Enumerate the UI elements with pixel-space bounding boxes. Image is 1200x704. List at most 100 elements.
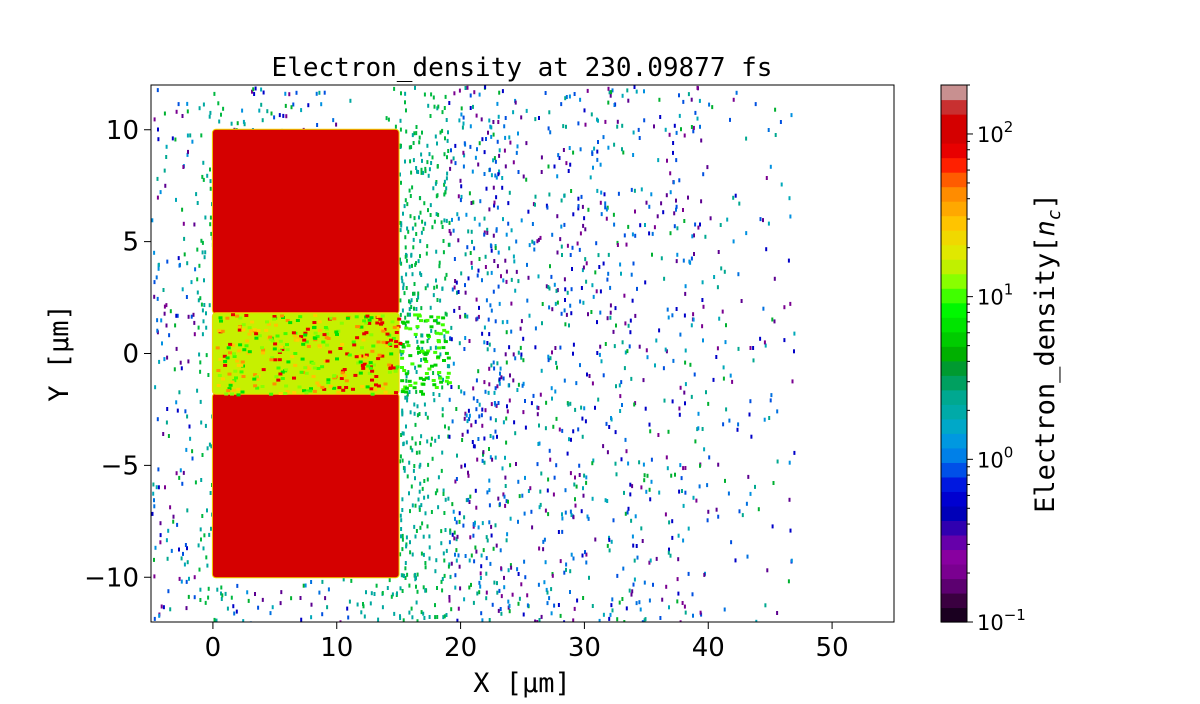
density-speckle xyxy=(650,479,653,484)
density-speckle xyxy=(584,227,587,232)
density-speckle xyxy=(505,269,508,274)
density-speckle xyxy=(434,615,437,620)
density-speckle xyxy=(634,514,637,519)
density-speckle xyxy=(201,514,204,518)
density-speckle xyxy=(201,240,204,245)
density-speckle xyxy=(604,205,607,210)
density-speckle xyxy=(515,239,518,244)
density-speckle xyxy=(738,509,741,514)
density-speckle xyxy=(503,494,506,499)
density-speckle xyxy=(156,328,159,333)
density-speckle xyxy=(548,596,551,601)
density-speckle xyxy=(473,522,476,527)
density-speckle xyxy=(209,179,212,184)
density-speckle xyxy=(415,450,418,455)
density-speckle xyxy=(589,175,592,180)
density-speckle xyxy=(550,274,553,279)
channel-texture xyxy=(356,325,361,329)
density-speckle xyxy=(628,588,631,593)
channel-texture xyxy=(366,364,371,368)
density-speckle xyxy=(522,410,525,415)
density-speckle xyxy=(186,261,189,266)
density-speckle xyxy=(472,200,475,205)
density-speckle xyxy=(209,186,212,191)
density-speckle xyxy=(429,442,432,447)
density-speckle xyxy=(318,90,321,95)
channel-texture xyxy=(277,358,282,362)
density-speckle xyxy=(648,598,651,603)
density-speckle xyxy=(596,149,599,154)
density-speckle xyxy=(694,222,697,227)
density-speckle xyxy=(433,285,436,290)
density-speckle xyxy=(552,424,555,429)
density-speckle xyxy=(602,373,605,378)
density-speckle xyxy=(729,117,731,122)
density-speckle xyxy=(321,612,324,617)
density-speckle xyxy=(544,91,547,95)
density-speckle xyxy=(597,253,600,258)
density-speckle xyxy=(492,360,495,365)
density-speckle xyxy=(167,589,170,594)
channel-texture xyxy=(328,350,333,354)
density-speckle xyxy=(487,390,490,395)
density-speckle xyxy=(411,263,413,268)
density-speckle xyxy=(165,323,168,328)
density-speckle xyxy=(790,113,793,118)
channel-texture xyxy=(313,336,318,340)
density-speckle xyxy=(494,402,497,407)
density-speckle xyxy=(520,355,523,360)
density-speckle xyxy=(658,490,661,495)
density-speckle xyxy=(684,291,687,296)
density-speckle xyxy=(573,606,576,611)
density-speckle xyxy=(413,131,416,136)
density-speckle xyxy=(684,401,686,406)
density-speckle xyxy=(468,558,471,563)
density-speckle xyxy=(415,600,418,605)
channel-texture xyxy=(436,355,441,359)
density-speckle xyxy=(444,311,447,316)
density-speckle xyxy=(702,172,705,177)
channel-texture xyxy=(247,332,252,336)
density-speckle xyxy=(481,407,484,412)
density-speckle xyxy=(462,150,465,155)
density-speckle xyxy=(576,598,579,603)
density-speckle xyxy=(455,548,458,553)
density-speckle xyxy=(520,319,523,324)
density-speckle xyxy=(448,364,451,369)
density-speckle xyxy=(595,289,598,294)
density-speckle xyxy=(483,436,486,441)
density-speckle xyxy=(402,211,404,216)
colorbar-swatch xyxy=(941,346,967,362)
density-speckle xyxy=(174,323,177,328)
density-speckle xyxy=(659,616,662,620)
density-speckle xyxy=(585,480,588,485)
density-speckle xyxy=(632,582,635,587)
density-speckle xyxy=(690,97,693,102)
density-speckle xyxy=(668,605,670,610)
density-speckle xyxy=(464,336,467,340)
density-speckle xyxy=(548,448,551,453)
density-speckle xyxy=(536,405,539,410)
density-speckle xyxy=(485,298,488,303)
density-speckle xyxy=(157,263,160,268)
density-speckle xyxy=(560,224,563,229)
channel-texture xyxy=(278,372,283,376)
colorbar-swatch xyxy=(941,505,967,521)
density-speckle xyxy=(157,137,160,142)
density-speckle xyxy=(565,562,568,567)
density-speckle xyxy=(416,298,419,302)
density-speckle xyxy=(377,617,380,622)
density-speckle xyxy=(514,356,517,361)
density-speckle xyxy=(406,395,409,399)
channel-texture xyxy=(376,340,381,344)
density-speckle xyxy=(437,104,440,109)
density-speckle xyxy=(638,136,641,140)
density-speckle xyxy=(515,150,518,155)
density-speckle xyxy=(273,115,276,120)
density-speckle xyxy=(476,399,479,403)
density-speckle xyxy=(400,433,403,437)
density-speckle xyxy=(682,208,684,212)
density-speckle xyxy=(773,319,776,324)
density-speckle xyxy=(399,220,401,225)
density-speckle xyxy=(668,520,671,525)
